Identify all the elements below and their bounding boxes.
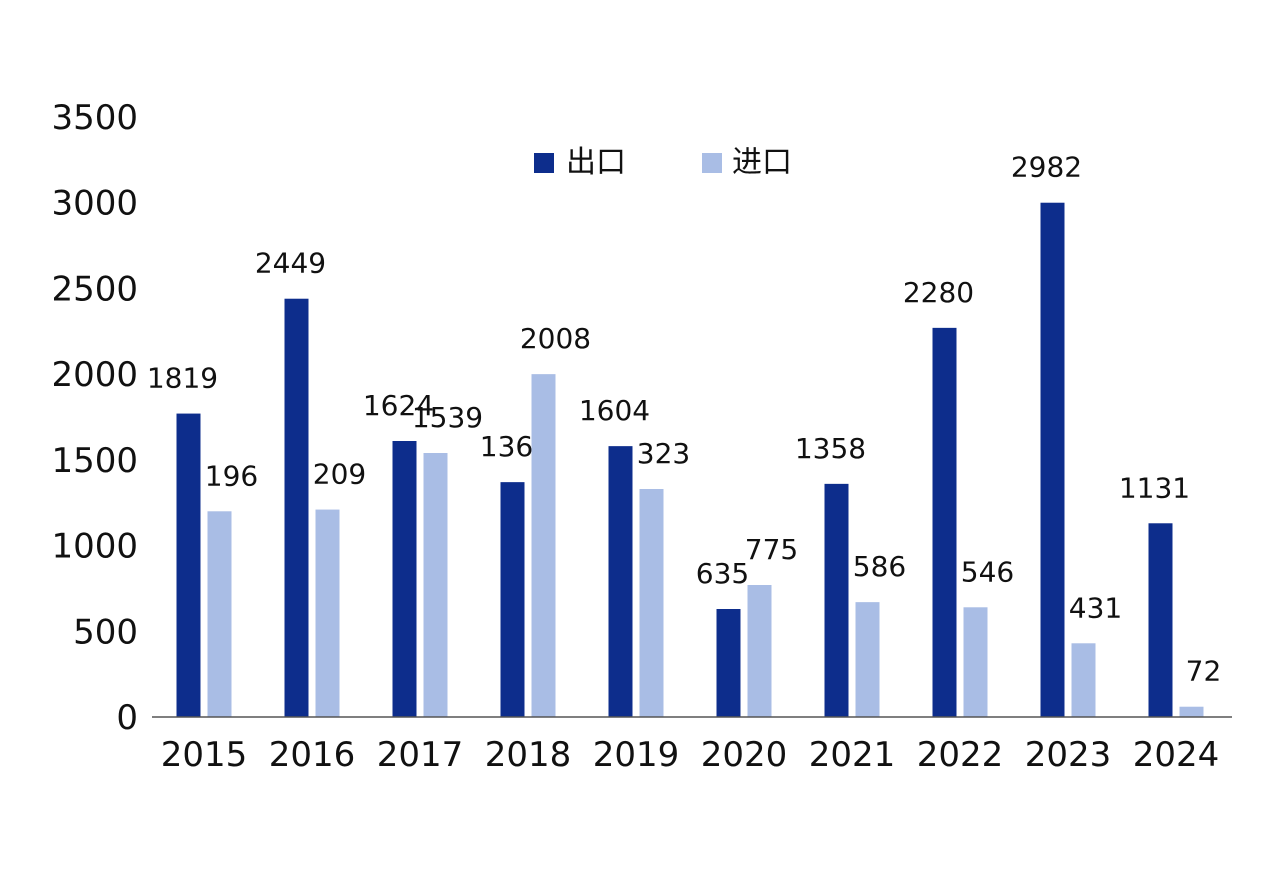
bar-import-2015 (207, 511, 232, 717)
bar-import-2020 (747, 585, 772, 717)
data-label-export-2021: 1358 (795, 432, 866, 465)
bars (176, 202, 1204, 717)
data-label-export-2020: 635 (696, 557, 749, 590)
bar-import-2022 (963, 607, 988, 717)
bar-import-2019 (639, 489, 664, 717)
x-tick-label: 2017 (377, 735, 464, 775)
x-tick-label: 2021 (809, 735, 896, 775)
data-label-import-2017: 1539 (412, 401, 483, 434)
data-label-export-2016: 2449 (255, 247, 326, 280)
data-label-import-2024: 72 (1186, 655, 1222, 688)
legend-swatch-import (702, 153, 722, 173)
y-tick-label: 3500 (51, 98, 138, 138)
legend-label-import: 进口 (732, 145, 792, 180)
y-tick-label: 500 (73, 612, 138, 652)
bar-export-2019 (608, 446, 633, 717)
data-label-export-2024: 1131 (1119, 471, 1190, 504)
bar-export-2021 (824, 483, 849, 717)
bar-export-2023 (1040, 202, 1065, 717)
bar-export-2017 (392, 441, 417, 717)
bar-export-2016 (284, 298, 309, 717)
data-label-import-2015: 196 (205, 459, 258, 492)
bar-import-2017 (423, 453, 448, 717)
data-label-import-2022: 546 (961, 555, 1014, 588)
x-tick-label: 2022 (917, 735, 1004, 775)
y-tick-label: 1000 (51, 527, 138, 567)
x-tick-label: 2016 (269, 735, 356, 775)
y-tick-label: 2000 (51, 355, 138, 395)
y-axis: 0 500 1000 1500 2000 2500 3000 3500 (51, 98, 138, 738)
data-label-export-2017: 1624 (363, 389, 434, 422)
y-tick-label: 0 (116, 698, 138, 738)
legend-swatch-export (534, 153, 554, 173)
data-label-import-2020: 775 (745, 533, 798, 566)
x-tick-label: 2018 (485, 735, 572, 775)
bar-import-2021 (855, 602, 880, 717)
bar-export-2015 (176, 413, 201, 717)
y-tick-label: 2500 (51, 269, 138, 309)
bar-import-2016 (315, 509, 340, 717)
bar-export-2022 (932, 327, 957, 717)
data-label-import-2019: 323 (637, 437, 690, 470)
data-label-import-2021: 586 (853, 550, 906, 583)
data-label-export-2018: 136 (480, 430, 533, 463)
data-label-import-2023: 431 (1069, 591, 1122, 624)
bar-export-2018 (500, 482, 525, 717)
bar-import-2024 (1179, 706, 1204, 717)
data-label-export-2019: 1604 (579, 394, 650, 427)
x-tick-label: 2023 (1025, 735, 1112, 775)
legend: 出口 进口 (534, 145, 792, 180)
data-label-export-2023: 2982 (1011, 151, 1082, 184)
data-label-export-2015: 1819 (147, 362, 218, 395)
x-tick-label: 2020 (701, 735, 788, 775)
x-axis: 2015 2016 2017 2018 2019 2020 2021 2022 2023 2024 (161, 735, 1220, 775)
x-tick-label: 2015 (161, 735, 248, 775)
bar-import-2023 (1071, 643, 1096, 717)
x-tick-label: 2019 (593, 735, 680, 775)
y-tick-label: 1500 (51, 441, 138, 481)
x-tick-label: 2024 (1133, 735, 1220, 775)
bar-import-2018 (531, 374, 556, 717)
data-label-import-2016: 209 (313, 458, 366, 491)
bar-export-2020 (716, 609, 741, 717)
y-tick-label: 3000 (51, 184, 138, 224)
data-label-import-2018: 2008 (520, 322, 591, 355)
data-label-export-2022: 2280 (903, 276, 974, 309)
data-labels: 1819196244920916241539136200816043236357… (147, 151, 1221, 688)
legend-label-export: 出口 (566, 145, 626, 180)
bar-export-2024 (1148, 523, 1173, 717)
